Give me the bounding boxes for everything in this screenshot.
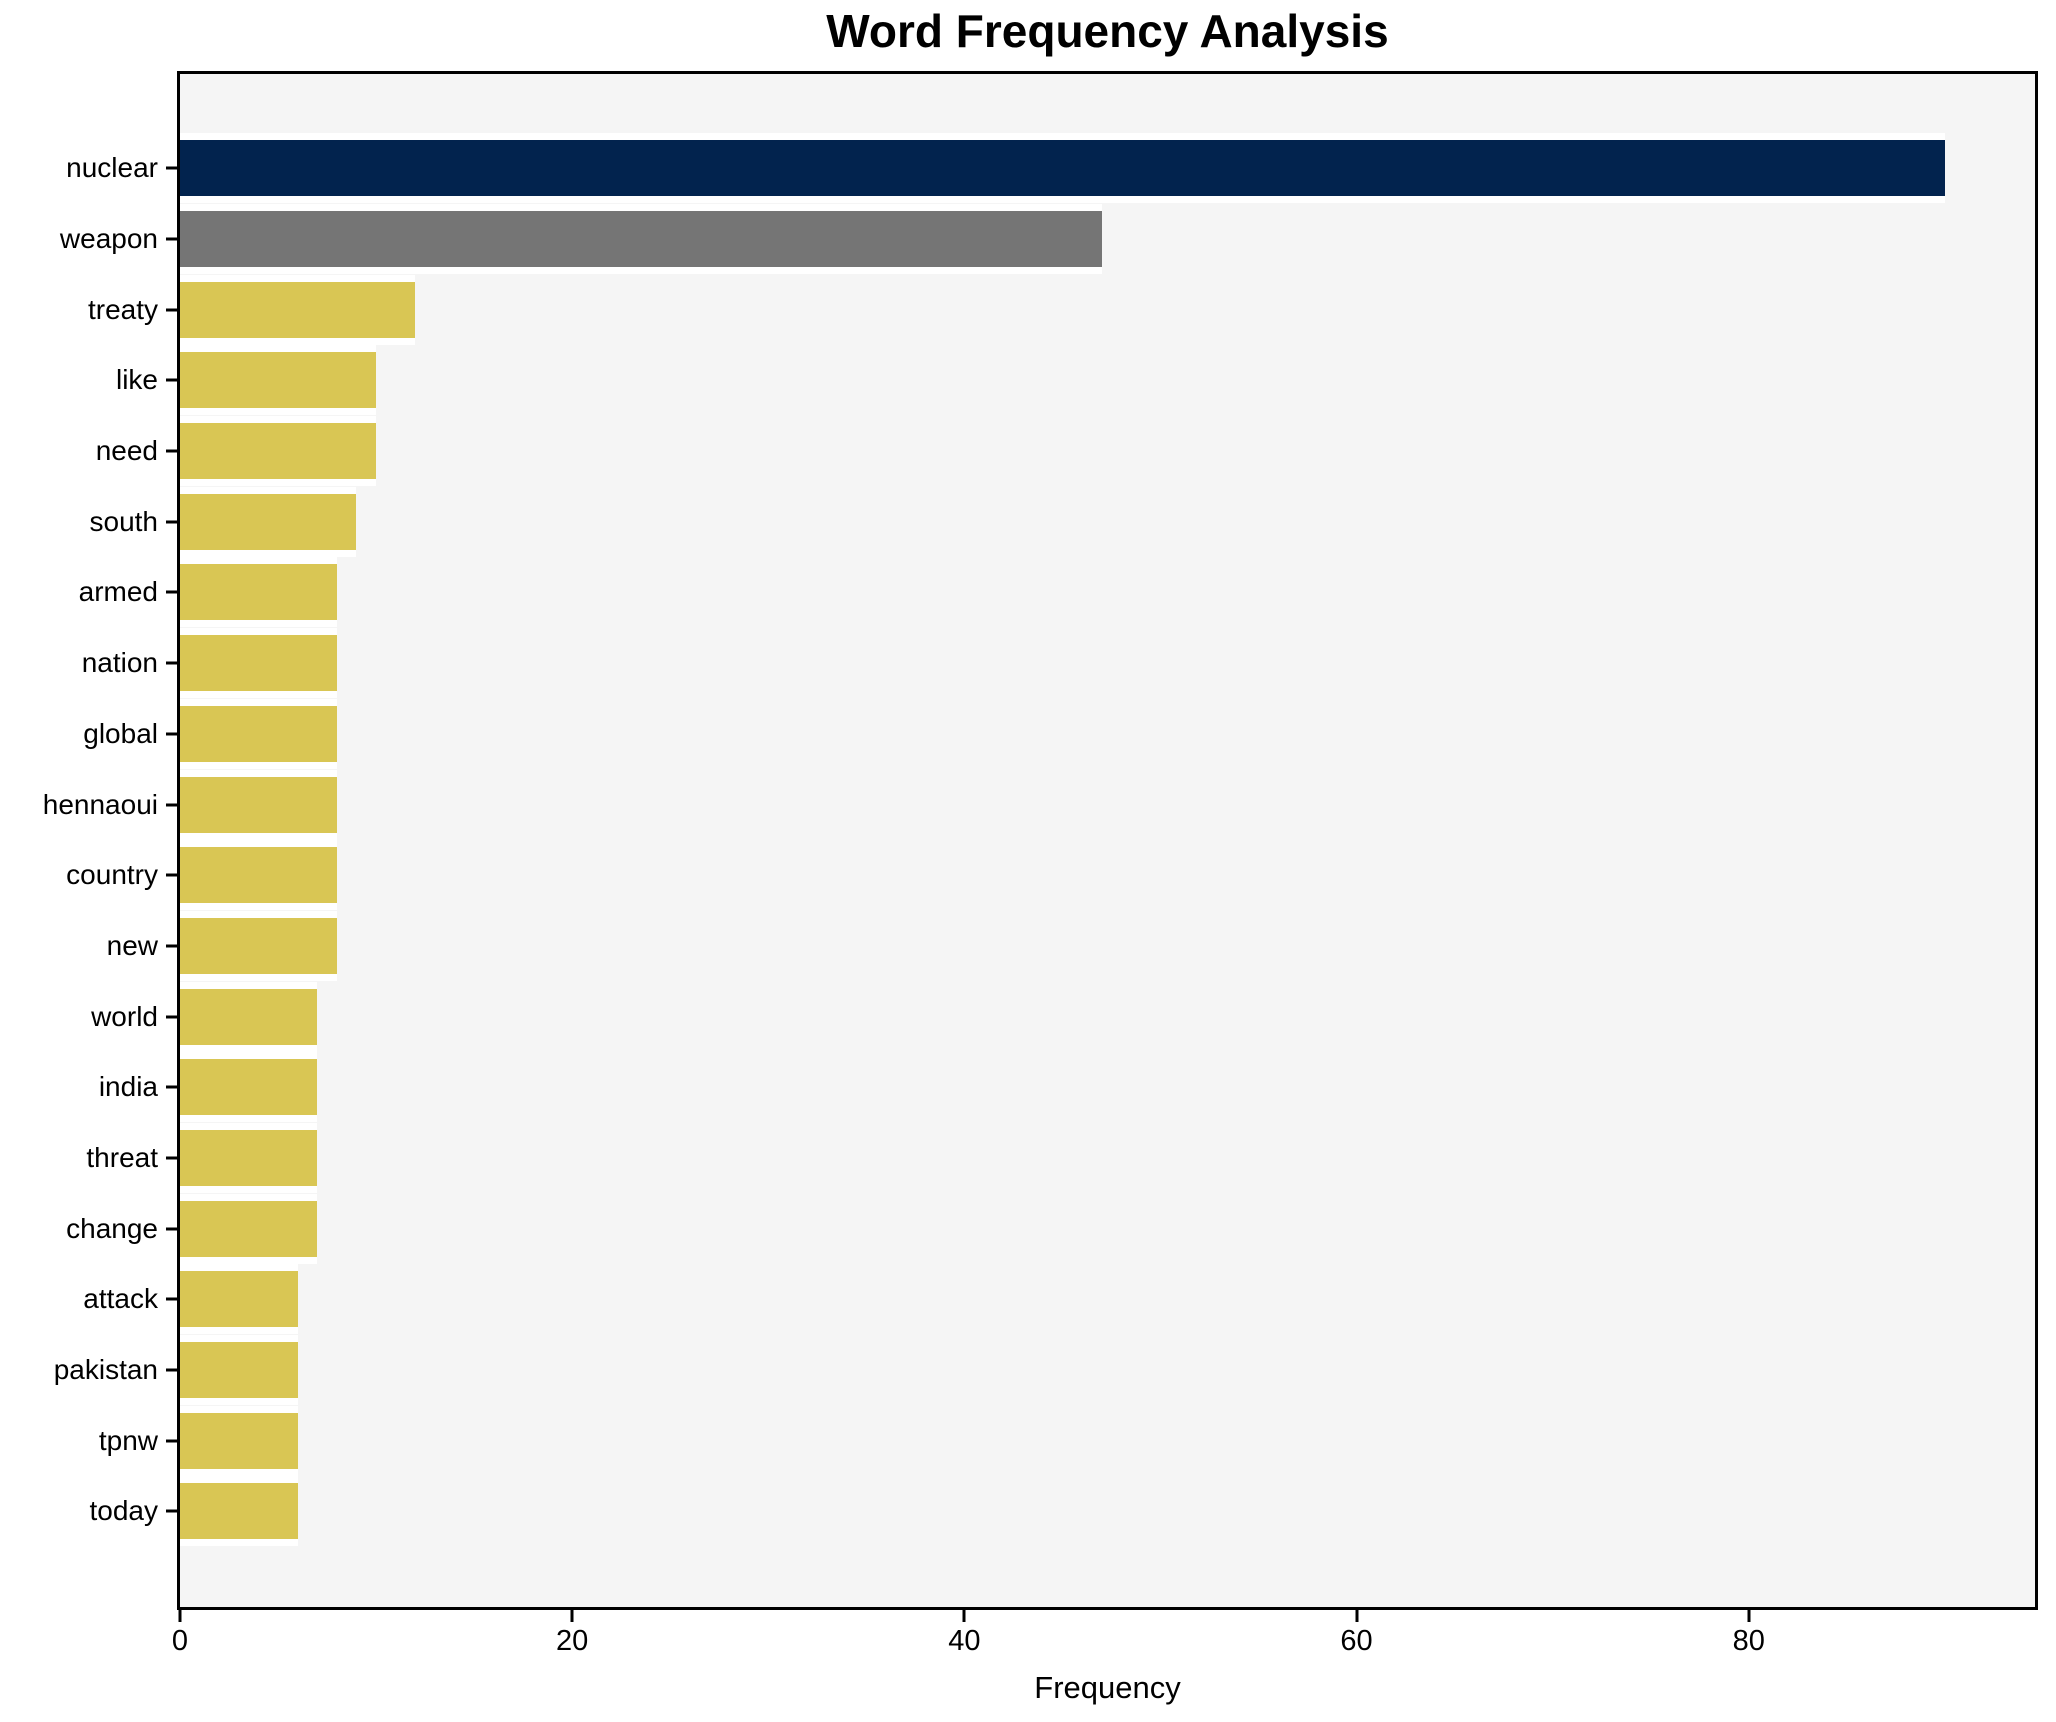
y-tick-label-today: today (89, 1495, 159, 1527)
y-tick-mark (166, 1015, 177, 1019)
bar-india (180, 1052, 318, 1123)
bar-row-nation: nation (82, 628, 2035, 699)
x-tick-mark (178, 1610, 182, 1622)
bar-row-treaty: treaty (88, 274, 2035, 345)
bar-south (180, 486, 357, 557)
x-tick-label-80: 80 (1732, 1625, 1765, 1657)
bar-change (180, 1193, 318, 1264)
bar-country (180, 840, 337, 911)
x-tick-label-60: 60 (1340, 1625, 1373, 1657)
bar-attack (180, 1264, 298, 1335)
y-tick-label-treaty: treaty (87, 293, 158, 325)
bar-hennaoui (180, 769, 337, 840)
y-tick-mark (166, 661, 177, 665)
y-tick-label-tpnw: tpnw (98, 1424, 158, 1456)
y-tick-mark (166, 1156, 177, 1160)
y-tick-mark (166, 944, 177, 948)
bar-row-weapon: weapon (60, 204, 2035, 275)
y-tick-mark (166, 1509, 177, 1513)
y-tick-mark (166, 520, 177, 524)
y-tick-label-nuclear: nuclear (66, 152, 158, 184)
y-tick-label-world: world (91, 1000, 158, 1032)
bar-row-new: new (107, 910, 2035, 982)
chart-title: Word Frequency Analysis (826, 5, 1389, 57)
bar-row-tpnw: tpnw (99, 1405, 2035, 1476)
x-tick-mark (1747, 1610, 1751, 1622)
x-tick-label-40: 40 (948, 1625, 981, 1657)
y-tick-mark (166, 1085, 177, 1089)
y-tick-label-new: new (106, 929, 158, 961)
bar-row-global: global (83, 698, 2035, 770)
y-tick-label-weapon: weapon (59, 223, 158, 255)
bar-row-india: india (99, 1052, 2035, 1123)
y-tick-label-south: south (89, 505, 159, 537)
bar-threat (180, 1122, 318, 1193)
bar-like (180, 345, 377, 416)
y-tick-label-global: global (83, 717, 158, 749)
y-tick-label-threat: threat (86, 1141, 158, 1173)
bar-new (180, 910, 337, 981)
y-tick-mark (166, 1227, 177, 1231)
y-tick-mark (166, 449, 177, 453)
y-tick-mark (166, 237, 177, 241)
bar-row-need: need (96, 416, 2035, 487)
bars-container: nuclear weapon treaty like need south armed nat… (43, 133, 2035, 1547)
bar-weapon (180, 204, 1102, 275)
bar-row-threat: threat (86, 1122, 2035, 1194)
bar-row-world: world (91, 981, 2035, 1052)
y-tick-label-attack: attack (83, 1283, 158, 1315)
bar-nuclear (180, 133, 1945, 204)
bar-row-attack: attack (83, 1264, 2035, 1335)
bar-row-pakistan: pakistan (54, 1335, 2035, 1406)
y-tick-mark (166, 803, 177, 807)
bar-row-like: like (116, 345, 2035, 416)
plot-area: nuclear weapon treaty like need south armed nat… (43, 71, 2038, 1657)
x-tick-label-0: 0 (171, 1625, 189, 1657)
x-tick-label-20: 20 (556, 1625, 589, 1657)
y-tick-label-change: change (66, 1212, 158, 1244)
bar-row-armed: armed (79, 557, 2035, 628)
y-tick-mark (166, 732, 177, 736)
y-tick-mark (166, 308, 177, 312)
y-tick-mark (166, 1368, 177, 1372)
y-tick-label-nation: nation (81, 647, 158, 679)
bar-row-nuclear: nuclear (66, 133, 2035, 204)
bar-armed (180, 557, 337, 628)
bar-treaty (180, 274, 416, 345)
y-tick-mark (166, 166, 177, 170)
bar-row-hennaoui: hennaoui (43, 769, 2035, 840)
bar-row-south: south (90, 486, 2035, 557)
x-axis-title: Frequency (1034, 1670, 1181, 1705)
bar-row-change: change (66, 1193, 2035, 1264)
y-tick-label-armed: armed (78, 576, 158, 608)
bar-global (180, 698, 337, 769)
x-tick-mark (570, 1610, 574, 1622)
bar-row-today: today (90, 1476, 2035, 1547)
y-tick-label-like: like (115, 364, 158, 396)
bar-need (180, 416, 377, 487)
x-tick-mark (962, 1610, 966, 1622)
bar-pakistan (180, 1335, 298, 1406)
y-tick-label-country: country (66, 859, 158, 891)
y-tick-label-need: need (95, 435, 158, 467)
y-tick-label-india: india (98, 1071, 158, 1103)
y-tick-mark (166, 1439, 177, 1443)
y-tick-mark (166, 590, 177, 594)
y-tick-label-hennaoui: hennaoui (42, 788, 158, 820)
bar-row-country: country (66, 840, 2035, 911)
bar-world (180, 981, 318, 1052)
bar-tpnw (180, 1405, 298, 1476)
bar-today (180, 1476, 298, 1547)
x-tick-mark (1355, 1610, 1359, 1622)
y-tick-mark (166, 378, 177, 382)
y-tick-label-pakistan: pakistan (53, 1354, 158, 1386)
bar-nation (180, 628, 337, 699)
y-tick-mark (166, 873, 177, 877)
y-tick-mark (166, 1297, 177, 1301)
